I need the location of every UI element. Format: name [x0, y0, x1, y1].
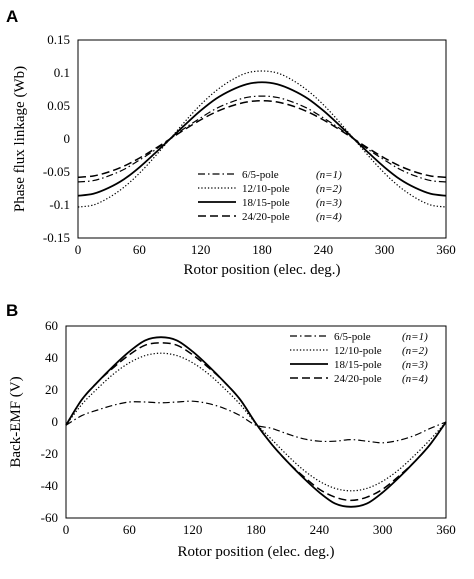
series-line-a-1: [77, 70, 447, 208]
x-tick-label-b-5: 300: [373, 522, 393, 537]
legend-n-b-3: (n=4): [402, 373, 428, 385]
panel-letter-a: A: [6, 7, 18, 26]
series-line-b-0: [65, 400, 447, 444]
x-tick-label-b-1: 60: [123, 522, 136, 537]
legend-label-a-0: 6/5-pole: [242, 169, 279, 181]
x-axis-label-b: Rotor position (elec. deg.): [177, 544, 334, 560]
panel-letter-b: B: [6, 301, 18, 320]
y-tick-label-a-3: 0: [64, 131, 71, 146]
x-tick-label-a-1: 60: [133, 242, 146, 257]
legend-n-a-2: (n=3): [316, 197, 342, 209]
legend-item-b-2: 18/15-pole (n=3): [290, 359, 428, 371]
plot-frame-b: [65, 325, 447, 519]
legend-item-a-2: 18/15-pole (n=3): [198, 197, 342, 209]
y-tick-label-a-1: 0.1: [54, 65, 70, 80]
y-tick-label-a-4: -0.05: [43, 164, 70, 179]
legend-label-b-3: 24/20-pole: [334, 373, 382, 385]
legend-item-a-1: 12/10-pole (n=2): [198, 183, 342, 195]
legend-label-b-0: 6/5-pole: [334, 331, 371, 343]
legend-item-a-3: 24/20-pole (n=4): [198, 211, 342, 223]
series-line-b-1: [65, 352, 447, 492]
series-line-b-3: [65, 342, 447, 502]
tick-labels-a: 0 60 120 180 240 300 360 0.15 0.1 0.05 0 -0.05 -0.1 -…: [43, 32, 456, 257]
legend-n-a-1: (n=2): [316, 183, 342, 195]
legend-n-b-0: (n=1): [402, 331, 428, 343]
legend-n-a-3: (n=4): [316, 211, 342, 223]
tick-labels-b: 0 60 120 180 240 300 360 60 40 20 0 -20 -40 -60: [41, 318, 456, 537]
x-tick-label-b-6: 360: [436, 522, 456, 537]
x-tick-label-b-2: 120: [183, 522, 203, 537]
y-tick-label-a-2: 0.05: [47, 98, 70, 113]
y-axis-label-a: Phase flux linkage (Wb): [12, 66, 28, 212]
y-tick-label-b-3: 0: [52, 414, 59, 429]
y-tick-label-a-6: -0.15: [43, 230, 70, 245]
legend-n-b-2: (n=3): [402, 359, 428, 371]
series-line-a-2: [77, 81, 447, 197]
plot-frame-a: [77, 39, 447, 239]
panel-a: A 0 60 120 180 240 300 360 0.15 0.1 0.05 0 -0.05 -0.…: [6, 7, 456, 278]
legend-label-b-2: 18/15-pole: [334, 359, 382, 371]
y-tick-label-b-1: 40: [45, 350, 58, 365]
y-tick-label-a-0: 0.15: [47, 32, 70, 47]
legend-item-b-3: 24/20-pole (n=4): [290, 373, 428, 385]
legend-n-b-1: (n=2): [402, 345, 428, 357]
legend-b: 6/5-pole (n=1) 12/10-pole (n=2) 18/15-po…: [290, 331, 428, 385]
legend-item-a-0: 6/5-pole (n=1): [198, 169, 342, 181]
legend-item-b-1: 12/10-pole (n=2): [290, 345, 428, 357]
y-tick-label-b-2: 20: [45, 382, 58, 397]
legend-a: 6/5-pole (n=1) 12/10-pole (n=2) 18/15-po…: [198, 169, 342, 223]
x-tick-label-b-4: 240: [310, 522, 330, 537]
y-tick-label-a-5: -0.1: [49, 197, 70, 212]
x-tick-label-a-2: 120: [191, 242, 211, 257]
series-line-a-3: [77, 99, 447, 179]
y-tick-label-b-4: -20: [41, 446, 58, 461]
x-tick-label-a-3: 180: [252, 242, 272, 257]
legend-item-b-0: 6/5-pole (n=1): [290, 331, 428, 343]
legend-label-b-1: 12/10-pole: [334, 345, 382, 357]
x-axis-label-a: Rotor position (elec. deg.): [183, 262, 340, 278]
legend-label-a-1: 12/10-pole: [242, 183, 290, 195]
series-lines-b: [65, 336, 447, 508]
legend-n-a-0: (n=1): [316, 169, 342, 181]
x-tick-label-a-0: 0: [75, 242, 82, 257]
y-tick-label-b-5: -40: [41, 478, 58, 493]
series-lines-a: [77, 70, 447, 208]
legend-label-a-2: 18/15-pole: [242, 197, 290, 209]
y-axis-label-b: Back-EMF (V): [8, 376, 24, 467]
y-tick-label-b-6: -60: [41, 510, 58, 525]
legend-label-a-3: 24/20-pole: [242, 211, 290, 223]
x-tick-label-a-5: 300: [375, 242, 395, 257]
x-tick-label-b-3: 180: [246, 522, 266, 537]
panel-b: B 0 60 120 180 240 300 360 60 40 20 0 -20 -40 -60 Rot…: [6, 301, 456, 560]
x-tick-label-a-4: 240: [314, 242, 334, 257]
y-tick-label-b-0: 60: [45, 318, 58, 333]
series-line-b-2: [65, 336, 447, 508]
x-tick-label-a-6: 360: [436, 242, 456, 257]
x-tick-label-b-0: 0: [63, 522, 70, 537]
series-line-a-0: [77, 95, 447, 183]
